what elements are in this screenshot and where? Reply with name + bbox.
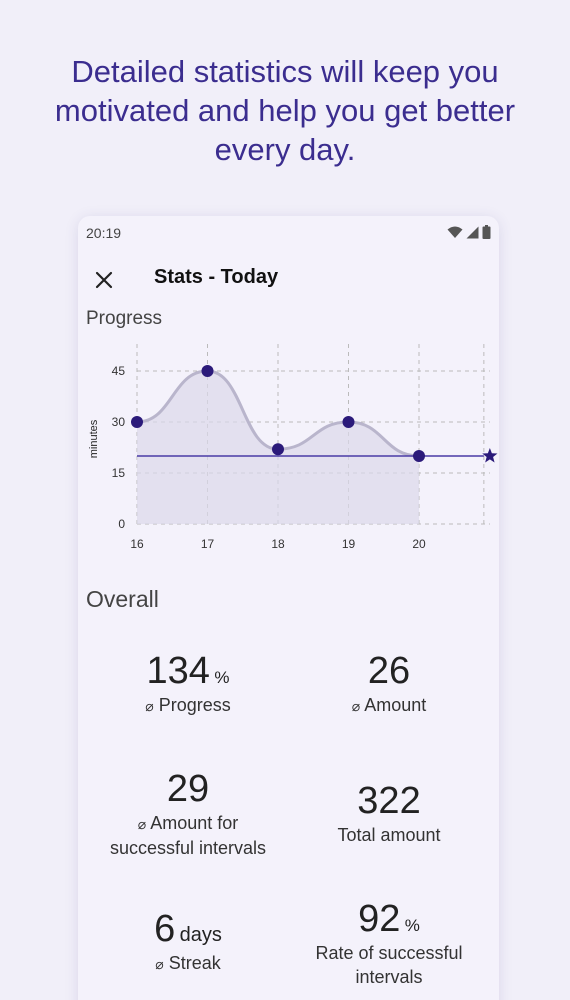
stat-total-amount-value: 322 (357, 780, 421, 822)
series-area (137, 371, 419, 524)
close-button[interactable] (88, 264, 120, 296)
status-icons (447, 225, 491, 239)
status-bar: 20:19 (78, 216, 499, 250)
stat-amount-successful-label-2: successful intervals (109, 838, 267, 858)
stat-amount-value: 26 (367, 650, 411, 692)
average-symbol: ⌀ (145, 698, 154, 714)
stat-success-rate-unit: % (404, 916, 420, 935)
x-tick-label: 19 (342, 537, 356, 551)
stat-progress: 134 % ⌀ Progress (83, 649, 293, 718)
x-tick-label: 18 (271, 537, 285, 551)
average-symbol: ⌀ (137, 816, 147, 832)
app-bar: Stats - Today (78, 256, 499, 300)
stat-amount: 26 ⌀ Amount (284, 649, 494, 718)
stat-total-amount: 322 Total amount (284, 779, 494, 847)
stat-amount-successful: 29 ⌀ Amount for successful intervals (83, 767, 293, 860)
data-point (342, 416, 355, 428)
data-point (413, 450, 425, 462)
stat-success-rate-label-1: Rate of successful (315, 943, 463, 963)
y-tick-label: 45 (112, 364, 126, 378)
stat-streak-value: 6 (154, 908, 176, 950)
data-point (201, 365, 214, 377)
stat-streak-label: Streak (168, 953, 221, 973)
series-line (136, 369, 420, 458)
overall-section-label: Overall (86, 586, 159, 612)
stat-amount-label: Amount (364, 695, 427, 715)
wifi-icon (447, 226, 463, 238)
y-tick-label: 15 (112, 466, 126, 480)
y-tick-label: 30 (112, 415, 126, 429)
data-point (131, 416, 143, 428)
y-axis-label: minutes (88, 419, 100, 458)
stat-amount-successful-value: 29 (166, 768, 210, 810)
stat-amount-successful-label-1: Amount for (150, 813, 239, 833)
stat-streak-unit: days (179, 924, 222, 946)
battery-icon (482, 225, 491, 239)
status-time: 20:19 (86, 225, 122, 241)
x-tick-label: 16 (130, 537, 144, 551)
x-tick-label: 17 (201, 537, 215, 551)
close-icon (95, 271, 113, 289)
headline: Detailed statistics will keep you motiva… (54, 54, 516, 167)
phone-frame: 20:19 Stats - Today Progress 0 15 30 45 16 17… (78, 216, 499, 1000)
stat-progress-unit: % (214, 668, 230, 687)
stat-success-rate: 92 % Rate of successful intervals (284, 897, 494, 989)
goal-star-icon (482, 448, 498, 463)
stat-total-amount-label: Total amount (337, 825, 441, 845)
stat-success-rate-value: 92 (358, 898, 401, 940)
signal-icon (466, 226, 479, 238)
data-point (272, 443, 284, 456)
stat-progress-value: 134 (146, 650, 210, 692)
progress-chart: 0 15 30 45 16 17 18 19 20 minutes (88, 344, 498, 551)
stat-success-rate-label-2: intervals (355, 967, 423, 987)
average-symbol: ⌀ (155, 956, 164, 972)
x-tick-label: 20 (412, 537, 426, 551)
y-tick-label: 0 (118, 517, 125, 531)
stat-progress-label: Progress (158, 695, 231, 715)
average-symbol: ⌀ (351, 698, 361, 714)
progress-section-label: Progress (86, 308, 163, 329)
stat-streak: 6 days ⌀ Streak (83, 907, 293, 976)
page-title: Stats - Today (154, 266, 279, 288)
